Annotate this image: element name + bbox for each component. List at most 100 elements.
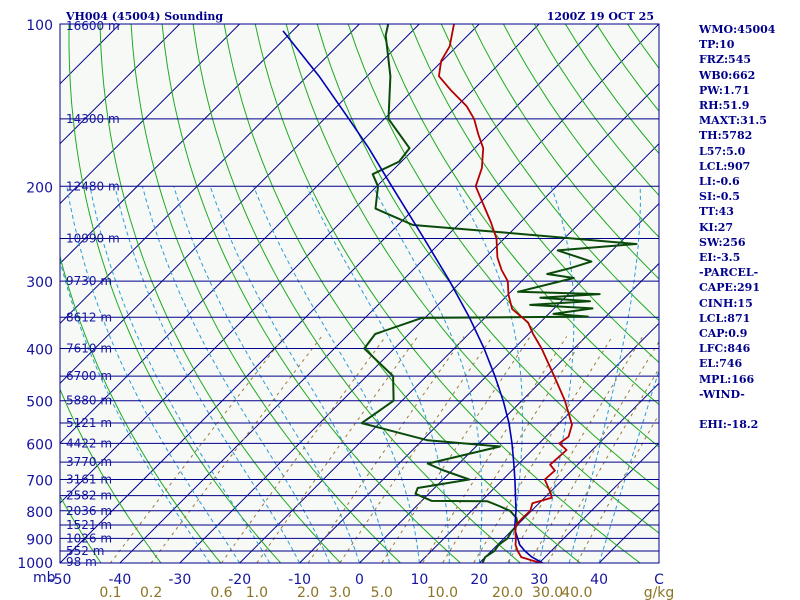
isotherm-line [179,83,659,563]
mixing-ratio-line [220,336,387,563]
temperature-tick-label: 10 [410,572,428,588]
dry-adiabat-line [409,24,659,364]
pressure-tick-label: 300 [26,275,53,291]
index-item: FRZ:545 [699,53,752,67]
height-label: 1521 m [66,518,112,532]
isotherm-line [538,442,659,563]
temperature-tick-label: 30 [530,572,548,588]
height-label: 14300 m [66,112,120,126]
height-label: 1026 m [66,531,112,545]
isotherm-line [60,24,181,145]
dry-adiabat-line [316,24,659,491]
index-item: WB0:662 [699,68,756,82]
mixing-ratio-line [421,336,568,563]
dry-adiabat-line [68,24,282,563]
temperature-tick-label: 20 [470,572,488,588]
dry-adiabat-line [60,495,102,563]
temperature-tick-label: -20 [228,572,251,588]
dry-adiabat-line [223,24,582,563]
pressure-tick-label: 200 [26,180,53,196]
mixing-ratio-line [472,336,613,563]
isotherm-line [60,24,360,325]
index-item: EL:746 [699,357,743,371]
height-label: 16600 m [66,19,120,33]
parcel-trace [282,30,545,563]
height-label: 9730 m [66,274,112,288]
isotherm-line [419,322,659,563]
mixing-ratio-line [576,413,659,563]
pressure-tick-label: 800 [26,505,53,521]
dry-adiabat-line [440,24,659,322]
height-label: 8612 m [66,310,112,324]
pressure-unit-label: mb [33,570,56,586]
dry-adiabat-line [471,24,659,280]
index-item: CAP:0.9 [699,327,748,341]
dry-adiabat-line [130,24,402,563]
index-item: MAXT:31.5 [699,114,767,128]
station-title: VH004 (45004) Sounding [65,10,223,23]
isotherm-line [119,24,659,563]
dry-adiabat-line [161,24,462,563]
mixing-ratio-label: 0.6 [210,585,232,600]
moist-adiabat-line [142,186,331,563]
index-item: -WIND- [699,387,745,401]
pressure-tick-label: 600 [26,437,53,453]
index-item: EI:-3.5 [699,251,741,265]
temperature-tick-label: -40 [108,572,131,588]
index-item: -PARCEL- [699,266,759,280]
height-label: 3770 m [66,455,112,469]
index-item: PW:1.71 [699,83,750,97]
index-item: KI:27 [699,220,734,234]
isotherm-line [60,24,240,205]
index-item: TP:10 [699,38,735,52]
mixing-ratio-label: 0.2 [140,585,162,600]
temperature-tick-label: 0 [355,572,364,588]
temperature-tick-label: C [654,572,664,588]
pressure-tick-label: 900 [26,532,53,548]
dry-adiabat-line [378,24,659,406]
dry-adiabat-line [60,388,162,563]
mixing-ratio-label: 5.0 [371,585,393,600]
index-item: MPL:166 [699,372,755,386]
height-label: 98 m [66,555,97,569]
height-label: 2036 m [66,504,112,518]
index-item: L57:5.0 [699,144,746,158]
index-item: WMO:45004 [699,23,776,36]
dry-adiabat-line [285,24,659,534]
pressure-tick-label: 400 [26,343,53,359]
dry-adiabat-line [347,24,659,448]
dry-adiabat-line [99,24,342,563]
index-item: EHI:-18.2 [699,418,759,432]
mixing-ratio-label: 1.0 [246,585,268,600]
height-label: 3161 m [66,473,112,487]
index-item: SW:256 [699,235,746,249]
index-item: LCL:907 [699,159,751,173]
height-label: 7610 m [66,342,112,356]
moist-adiabat-line [253,186,420,563]
mixing-ratio-line [339,336,494,563]
temperature-tick-label: 40 [590,572,608,588]
isotherm-line [60,24,420,385]
dewpoint-trace [360,24,638,563]
isotherm-line [60,24,540,504]
height-label: 5880 m [66,394,112,408]
index-item: CINH:15 [699,296,753,310]
index-item: LI:-0.6 [699,175,740,189]
pressure-tick-label: 700 [26,474,53,490]
height-label: 552 m [66,544,104,558]
index-item: TT:43 [699,205,734,219]
height-label: 2582 m [66,489,112,503]
dry-adiabat-line [60,254,222,563]
isotherm-line [478,382,659,563]
mixing-ratio-label: 2.0 [297,585,319,600]
index-item: LCL:871 [699,311,751,325]
mixing-ratio-label: 30.0 [532,585,563,600]
height-label: 4422 m [66,436,112,450]
mixing-ratio-line [441,336,586,563]
valid-time: 1200Z 19 OCT 25 [547,10,654,23]
index-item [699,402,799,417]
mixing-ratio-label: 10.0 [427,585,458,600]
index-item: LFC:846 [699,342,751,356]
moist-adiabat-line [114,186,301,563]
